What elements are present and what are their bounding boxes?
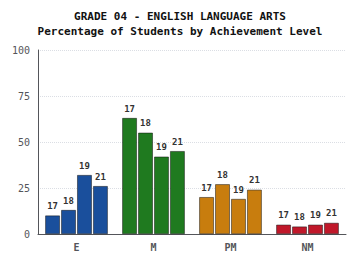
svg-text:50: 50 — [18, 137, 30, 148]
svg-text:18: 18 — [294, 212, 305, 222]
svg-text:19: 19 — [233, 185, 244, 195]
svg-text:GRADE 04 - ENGLISH LANGUAGE AR: GRADE 04 - ENGLISH LANGUAGE ARTS — [74, 10, 286, 23]
svg-text:Percentage of Students by Achi: Percentage of Students by Achievement Le… — [38, 25, 323, 38]
svg-text:21: 21 — [326, 208, 337, 218]
svg-text:21: 21 — [172, 137, 183, 147]
svg-text:21: 21 — [95, 172, 106, 182]
svg-text:19: 19 — [310, 210, 321, 220]
svg-text:18: 18 — [63, 196, 74, 206]
svg-text:17: 17 — [124, 104, 135, 114]
svg-text:18: 18 — [217, 170, 228, 180]
svg-text:18: 18 — [140, 118, 151, 128]
svg-text:17: 17 — [201, 183, 212, 193]
svg-text:M: M — [150, 242, 156, 253]
svg-text:E: E — [73, 242, 79, 253]
svg-text:25: 25 — [18, 183, 30, 194]
svg-text:0: 0 — [24, 229, 30, 240]
svg-text:19: 19 — [156, 142, 167, 152]
svg-text:NM: NM — [301, 242, 313, 253]
svg-text:75: 75 — [18, 91, 30, 102]
svg-text:100: 100 — [12, 45, 30, 56]
svg-text:17: 17 — [47, 201, 58, 211]
svg-text:PM: PM — [224, 242, 236, 253]
svg-text:17: 17 — [278, 210, 289, 220]
svg-text:19: 19 — [79, 161, 90, 171]
svg-text:21: 21 — [249, 175, 260, 185]
